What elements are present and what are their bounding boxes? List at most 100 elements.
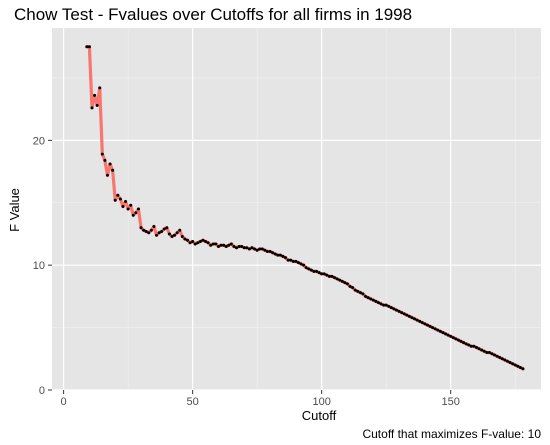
data-point xyxy=(220,244,223,247)
data-point xyxy=(470,345,473,348)
data-point xyxy=(405,314,408,317)
data-point xyxy=(423,322,426,325)
data-point xyxy=(256,249,259,252)
data-point xyxy=(452,336,455,339)
data-point xyxy=(98,86,101,89)
data-point xyxy=(416,319,419,322)
data-point xyxy=(201,239,204,242)
data-point xyxy=(454,337,457,340)
data-point xyxy=(333,276,336,279)
data-point xyxy=(116,194,119,197)
data-point xyxy=(457,339,460,342)
data-point xyxy=(467,344,470,347)
data-point xyxy=(173,234,176,237)
x-tick-label: 100 xyxy=(312,396,330,408)
data-point xyxy=(485,351,488,354)
data-point xyxy=(155,234,158,237)
data-point xyxy=(516,365,519,368)
data-point xyxy=(96,104,99,107)
data-point xyxy=(310,269,313,272)
data-point xyxy=(225,245,228,248)
data-point xyxy=(413,317,416,320)
data-point xyxy=(421,321,424,324)
data-point xyxy=(359,291,362,294)
data-point xyxy=(176,231,179,234)
data-point xyxy=(475,346,478,349)
data-point xyxy=(377,301,380,304)
data-point xyxy=(351,286,354,289)
data-point xyxy=(140,226,143,229)
data-point xyxy=(289,259,292,262)
data-point xyxy=(160,230,163,233)
data-point xyxy=(163,227,166,230)
data-point xyxy=(212,242,215,245)
data-point xyxy=(132,214,135,217)
data-point xyxy=(297,261,300,264)
data-point xyxy=(400,311,403,314)
data-point xyxy=(387,305,390,308)
y-tick-label: 0 xyxy=(39,385,45,397)
data-point xyxy=(88,45,91,48)
data-point xyxy=(431,326,434,329)
data-point xyxy=(429,325,432,328)
caption: Cutoff that maximizes F-value: 10 xyxy=(362,427,541,441)
data-point xyxy=(170,235,173,238)
data-point xyxy=(320,272,323,275)
data-point xyxy=(521,367,524,370)
data-point xyxy=(196,241,199,244)
data-point xyxy=(519,366,522,369)
data-point xyxy=(449,335,452,338)
data-point xyxy=(152,225,155,228)
data-point xyxy=(462,341,465,344)
data-point xyxy=(209,244,212,247)
data-point xyxy=(142,229,145,232)
data-point xyxy=(506,360,509,363)
y-axis-title: F Value xyxy=(7,188,22,232)
data-point xyxy=(274,252,277,255)
data-point xyxy=(372,299,375,302)
data-point xyxy=(253,247,256,250)
data-point xyxy=(318,271,321,274)
data-point xyxy=(189,241,192,244)
data-point xyxy=(145,230,148,233)
data-point xyxy=(501,357,504,360)
data-point xyxy=(243,246,246,249)
data-point xyxy=(312,270,315,273)
data-point xyxy=(356,290,359,293)
data-point xyxy=(441,331,444,334)
x-tick-label: 0 xyxy=(61,396,67,408)
data-point xyxy=(472,345,475,348)
data-point xyxy=(408,315,411,318)
data-point xyxy=(480,349,483,352)
plot-panel xyxy=(52,28,541,390)
data-point xyxy=(444,332,447,335)
data-point xyxy=(392,307,395,310)
data-point xyxy=(284,256,287,259)
data-point xyxy=(514,364,517,367)
data-point xyxy=(103,159,106,162)
data-point xyxy=(426,324,429,327)
data-point xyxy=(245,246,248,249)
data-point xyxy=(150,229,153,232)
data-point xyxy=(101,153,104,156)
data-point xyxy=(263,249,266,252)
data-point xyxy=(418,320,421,323)
data-point xyxy=(90,106,93,109)
data-point xyxy=(436,329,439,332)
data-point xyxy=(354,289,357,292)
data-point xyxy=(367,296,370,299)
data-point xyxy=(447,334,450,337)
data-point xyxy=(165,226,168,229)
data-point xyxy=(369,297,372,300)
data-point xyxy=(490,352,493,355)
data-point xyxy=(483,350,486,353)
data-point xyxy=(178,229,181,232)
data-point xyxy=(488,351,491,354)
data-point xyxy=(398,310,401,313)
data-point xyxy=(403,312,406,315)
data-point xyxy=(294,260,297,263)
data-point xyxy=(465,342,468,345)
y-tick-label: 20 xyxy=(33,135,45,147)
data-point xyxy=(336,277,339,280)
data-point xyxy=(124,200,127,203)
